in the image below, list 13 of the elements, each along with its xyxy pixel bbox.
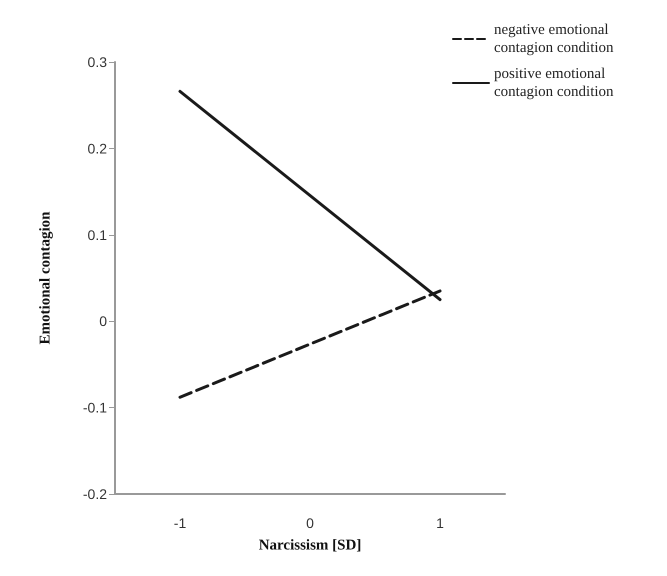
x-tick-label: 0 [306,515,314,531]
y-tick-label: -0.1 [82,400,108,416]
y-axis-title: Emotional contagion [38,210,54,344]
y-tick-label: 0.2 [88,140,108,156]
x-tick-label: 1 [436,515,444,531]
legend-label: positive emotional contagion condition [494,66,614,100]
y-tick-label: 0.3 [88,54,108,70]
y-tick-label: -0.2 [82,486,108,502]
y-tick-label: 0.1 [88,226,108,243]
legend-label: negative emotional contagion condition [494,22,614,56]
y-tick-label: 0 [99,313,108,330]
x-tick-label: -1 [174,515,186,531]
x-axis-title: Narcissism [SD] [258,538,362,554]
